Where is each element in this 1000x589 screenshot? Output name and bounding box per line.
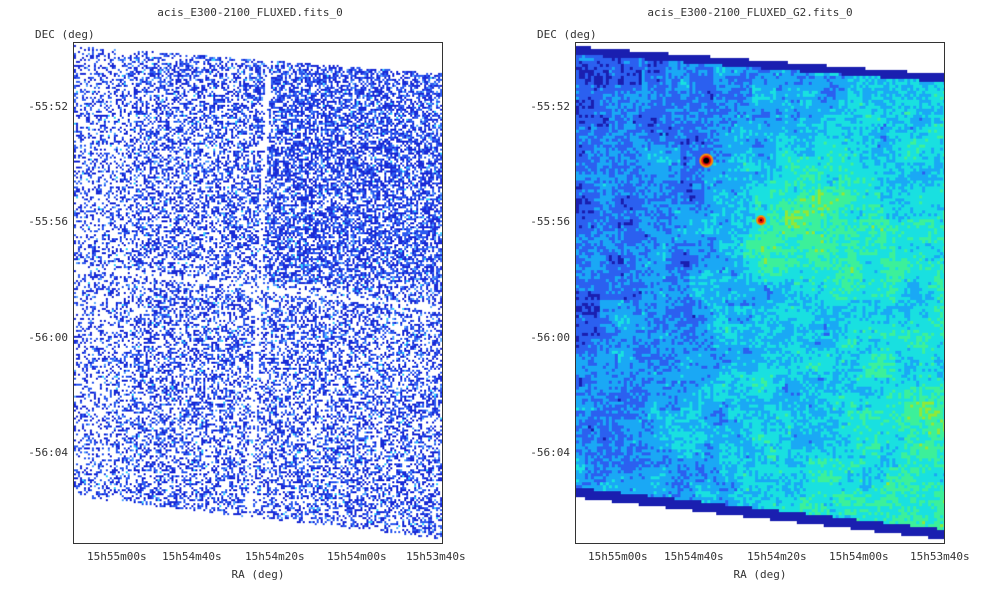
- right-image-panel: acis_E300-2100_FLUXED_G2.fits_0 DEC (deg…: [500, 0, 1000, 589]
- left-panel-title: acis_E300-2100_FLUXED.fits_0: [157, 6, 343, 19]
- right-image-frame[interactable]: [575, 42, 945, 544]
- left-x-tick-label: 15h55m00s: [87, 550, 147, 563]
- right-x-tick-label: 15h53m40s: [910, 550, 970, 563]
- left-image-panel: acis_E300-2100_FLUXED.fits_0 DEC (deg) -…: [28, 6, 466, 581]
- right-x-tick-label: 15h54m40s: [664, 550, 724, 563]
- left-image-frame[interactable]: [73, 42, 443, 544]
- right-x-tick-label: 15h54m00s: [829, 550, 889, 563]
- left-y-tick-label: -56:04: [28, 446, 68, 459]
- left-y-axis-title: DEC (deg): [35, 28, 95, 41]
- right-y-tick-label: -56:00: [530, 331, 570, 344]
- left-x-tick-label: 15h54m40s: [162, 550, 222, 563]
- right-y-tick-label: -56:04: [530, 446, 570, 459]
- right-x-axis-title: RA (deg): [733, 568, 787, 581]
- right-y-axis-title: DEC (deg): [537, 28, 597, 41]
- right-x-tick-label: 15h55m00s: [588, 550, 648, 563]
- left-y-tick-label: -55:52: [28, 100, 68, 113]
- left-y-tick-label: -55:56: [28, 215, 68, 228]
- right-y-tick-label: -55:52: [530, 100, 570, 113]
- left-x-tick-label: 15h53m40s: [406, 550, 466, 563]
- left-fits-image: [74, 43, 442, 543]
- right-x-tick-label: 15h54m20s: [747, 550, 807, 563]
- left-y-tick-label: -56:00: [28, 331, 68, 344]
- left-x-tick-label: 15h54m20s: [245, 550, 305, 563]
- left-x-tick-label: 15h54m00s: [327, 550, 387, 563]
- right-fits-image: [576, 43, 944, 543]
- left-x-axis-title: RA (deg): [231, 568, 285, 581]
- right-panel-title: acis_E300-2100_FLUXED_G2.fits_0: [647, 6, 853, 19]
- right-y-tick-label: -55:56: [530, 215, 570, 228]
